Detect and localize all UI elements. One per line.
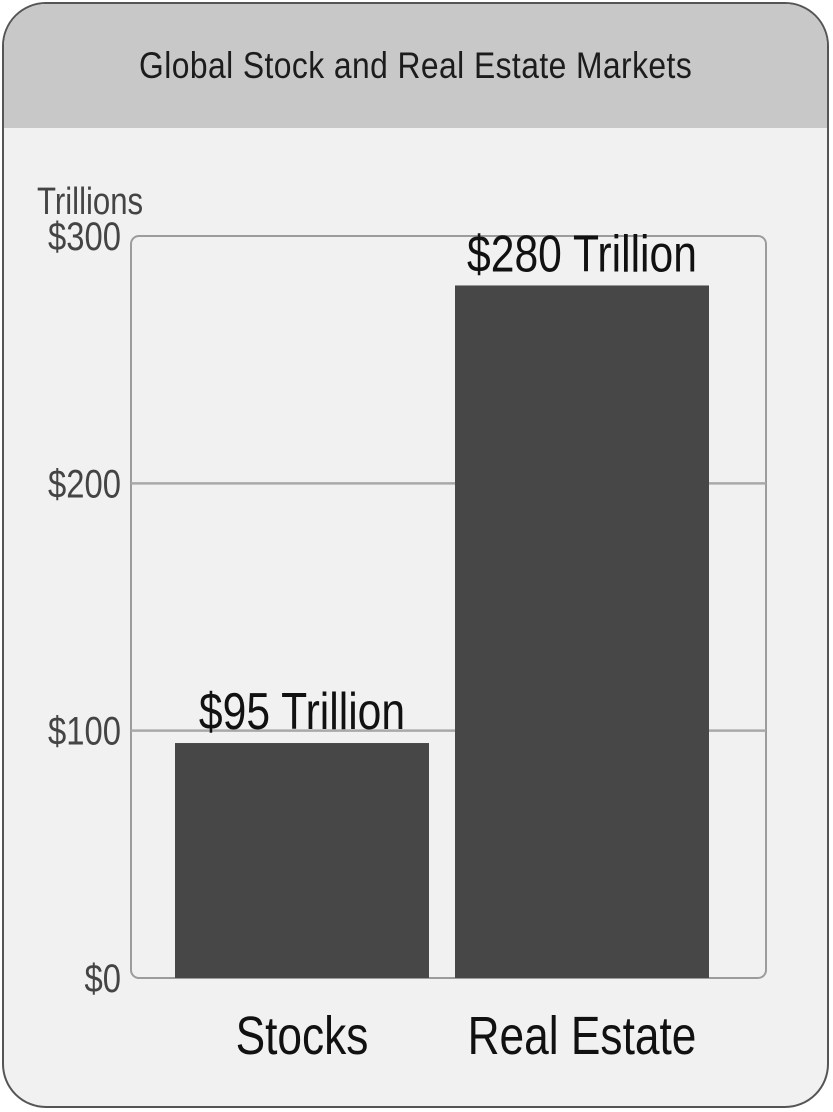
data-label: $280 Trillion (467, 226, 697, 284)
bar (175, 743, 429, 978)
chart-header: Global Stock and Real Estate Markets (4, 4, 827, 128)
y-tick-label: $200 (48, 461, 121, 506)
category-label: Stocks (236, 1006, 369, 1066)
data-label: $95 Trillion (199, 683, 405, 741)
y-tick-label: $300 (48, 214, 121, 259)
y-axis-label: Trillions (37, 181, 143, 223)
category-label: Real Estate (468, 1006, 697, 1066)
y-tick-label: $0 (85, 956, 121, 1001)
chart-title: Global Stock and Real Estate Markets (138, 45, 693, 86)
y-tick-label: $100 (48, 709, 121, 754)
bar (455, 285, 709, 978)
